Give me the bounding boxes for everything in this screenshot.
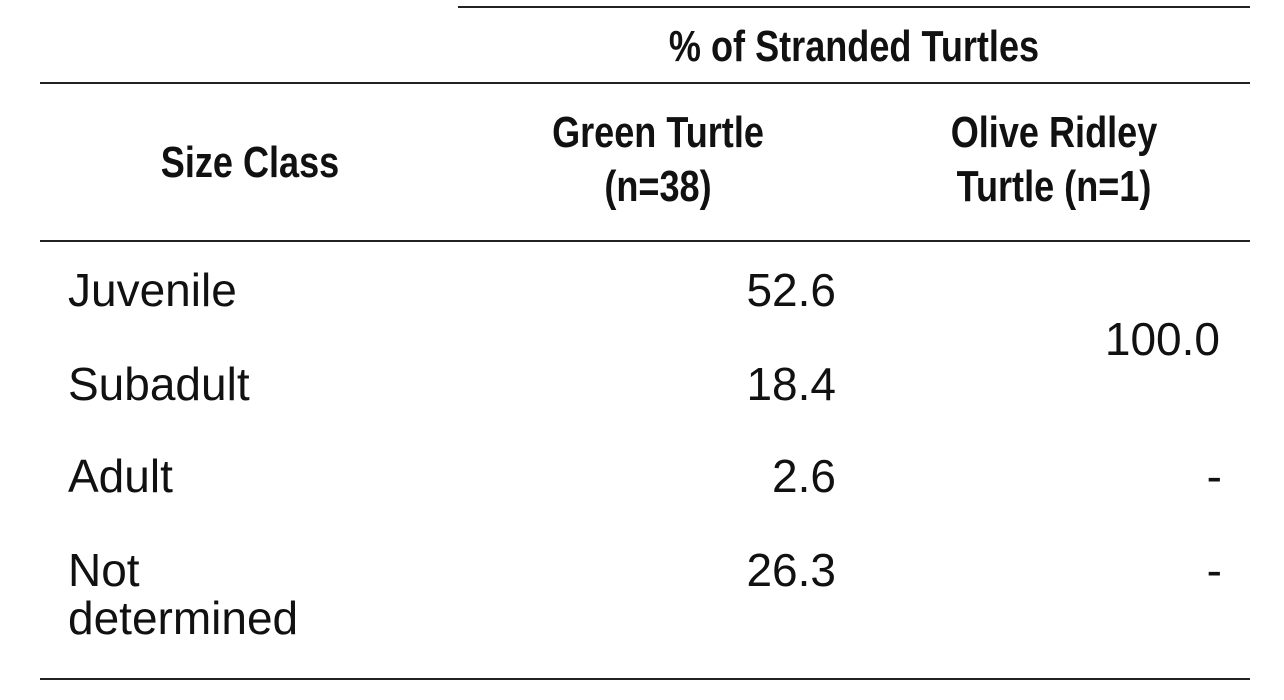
row-label: Subadult [68,358,250,410]
olive-ridley-value: - [1206,450,1222,502]
column-header-rule [40,240,1250,242]
olive-ridley-value: - [1206,544,1222,596]
green-turtle-value: 2.6 [772,450,836,502]
row-label: Adult [68,450,173,502]
column-header-green-line2: (n=38) [604,162,712,211]
column-header-green-line1: Green Turtle [552,108,764,157]
row-label-line2: determined [68,592,299,644]
column-header-olive-ridley: Olive Ridley Turtle (n=1) [893,108,1214,212]
column-header-olive-line1: Olive Ridley [950,108,1158,157]
green-turtle-value: 26.3 [746,544,836,596]
green-turtle-value: 18.4 [746,358,836,410]
header-rule [40,82,1250,84]
group-header: % of Stranded Turtles [668,22,1040,71]
bottom-rule [40,678,1250,680]
column-header-size-class: Size Class [160,138,340,187]
column-header-olive-line2: Turtle (n=1) [956,162,1152,211]
olive-ridley-merged-value: 100.0 [1104,313,1220,365]
green-turtle-value: 52.6 [746,264,836,316]
row-label: Not determined [68,546,298,642]
column-header-green-turtle: Green Turtle (n=38) [494,108,822,212]
row-label: Juvenile [68,264,237,316]
top-rule [458,6,1250,8]
row-label-line1: Not [68,544,140,596]
